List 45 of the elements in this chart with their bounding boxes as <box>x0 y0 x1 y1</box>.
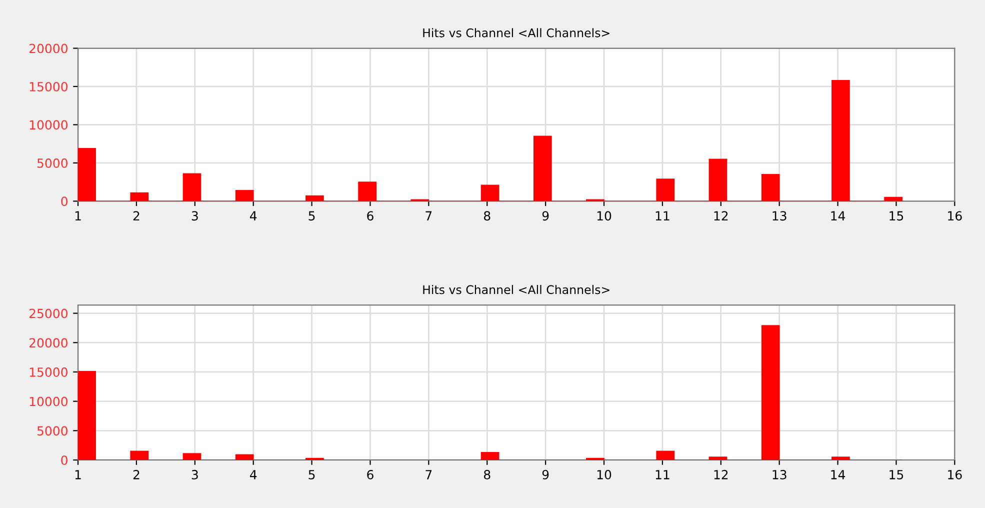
x-tick-label: 2 <box>133 211 140 220</box>
x-tick-label: 5 <box>308 211 315 221</box>
x-tick-label: 1 <box>75 211 81 220</box>
x-tick-label: 13 <box>772 211 786 221</box>
y-tick-label: 20000 <box>29 338 68 348</box>
y-tick-label: 20000 <box>29 44 68 54</box>
x-tick-label: 5 <box>308 470 315 480</box>
x-tick-label: 8 <box>484 470 490 480</box>
x-tick-label: 8 <box>484 211 490 221</box>
y-tick-label: 25000 <box>29 308 68 318</box>
x-tick-label: 4 <box>250 470 257 480</box>
chart-title: Hits vs Channel <All Channels> <box>423 284 610 294</box>
x-tick-label: 15 <box>890 470 904 480</box>
x-tick-label: 10 <box>597 211 612 221</box>
x-tick-label: 12 <box>714 470 728 480</box>
x-tick-label: 14 <box>831 211 846 220</box>
x-tick-label: 2 <box>133 470 140 480</box>
x-tick-label: 16 <box>948 211 962 221</box>
x-tick-label: 15 <box>890 211 904 221</box>
x-tick-label: 9 <box>542 470 549 480</box>
x-tick-label: 13 <box>772 470 786 480</box>
x-tick-label: 6 <box>367 470 374 480</box>
chart-title: Hits vs Channel <All Channels> <box>423 28 610 38</box>
y-tick-label: 0 <box>61 196 68 206</box>
y-tick-label: 15000 <box>30 82 68 92</box>
y-tick-label: 15000 <box>30 367 68 377</box>
x-tick-label: 11 <box>656 470 670 480</box>
x-tick-label: 12 <box>714 211 728 220</box>
x-tick-label: 3 <box>192 211 198 221</box>
x-tick-label: 9 <box>542 211 549 221</box>
x-tick-label: 4 <box>250 211 257 220</box>
x-tick-label: 16 <box>948 470 962 480</box>
x-tick-label: 3 <box>192 470 198 480</box>
y-tick-label: 5000 <box>37 426 68 436</box>
y-tick-label: 5000 <box>37 158 68 168</box>
y-tick-label: 0 <box>61 455 68 465</box>
x-tick-label: 10 <box>597 470 612 480</box>
x-tick-label: 14 <box>831 470 846 480</box>
y-tick-label: 10000 <box>30 120 68 130</box>
x-tick-label: 1 <box>75 470 81 480</box>
x-tick-label: 7 <box>426 211 432 220</box>
x-tick-label: 7 <box>426 470 432 480</box>
y-tick-label: 10000 <box>30 396 68 406</box>
x-tick-label: 11 <box>656 211 670 220</box>
x-tick-label: 6 <box>367 211 374 221</box>
